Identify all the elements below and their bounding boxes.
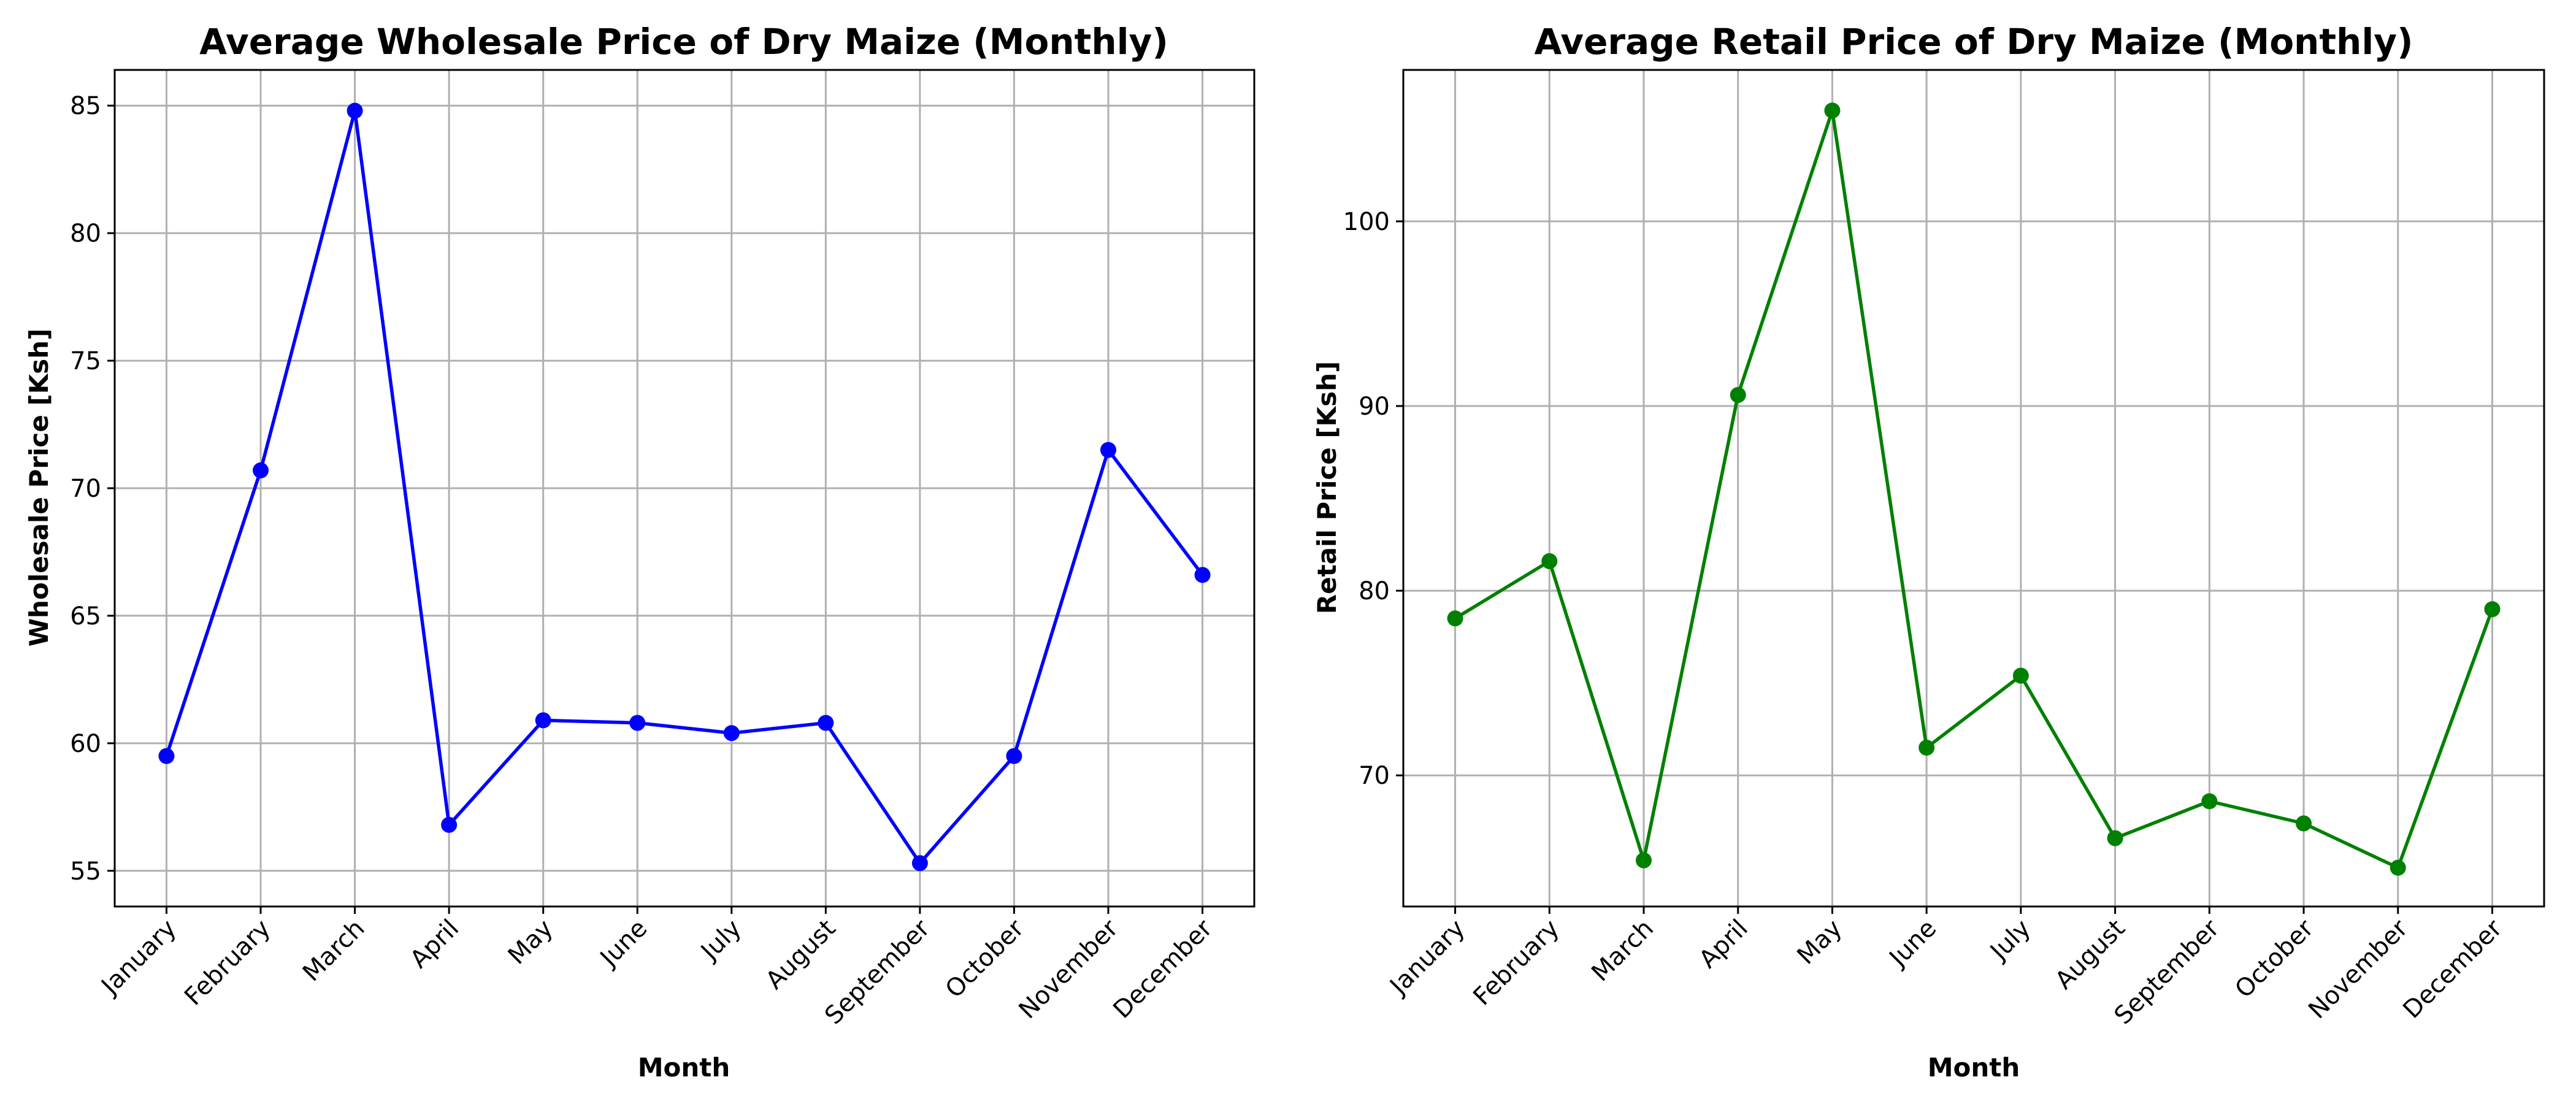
data-point bbox=[347, 102, 363, 119]
plot-frame bbox=[113, 69, 1255, 908]
y-tick-label: 60 bbox=[70, 730, 101, 758]
data-point bbox=[2484, 601, 2501, 618]
y-tick-label: 85 bbox=[70, 92, 101, 120]
x-tick-label: June bbox=[1883, 914, 1942, 973]
y-tick-label: 55 bbox=[70, 857, 101, 886]
y-axis-label: Retail Price [Ksh] bbox=[1312, 361, 1342, 614]
data-point bbox=[1541, 553, 1558, 569]
chart-title: Average Wholesale Price of Dry Maize (Mo… bbox=[199, 21, 1168, 63]
data-point bbox=[1730, 386, 1746, 403]
data-point bbox=[253, 462, 269, 478]
x-tick-label: January bbox=[1384, 914, 1471, 1002]
y-tick-label: 65 bbox=[70, 602, 101, 631]
x-tick-label: November bbox=[1013, 914, 1124, 1024]
y-tick-label: 80 bbox=[1359, 577, 1390, 605]
x-tick-label: April bbox=[405, 914, 464, 974]
y-tick-label: 70 bbox=[70, 475, 101, 503]
data-point bbox=[629, 715, 646, 731]
data-point bbox=[1919, 740, 1935, 756]
x-tick-label: July bbox=[694, 914, 747, 967]
data-point bbox=[2012, 667, 2029, 684]
x-tick-label: December bbox=[1108, 914, 1218, 1024]
y-tick-label: 75 bbox=[70, 347, 101, 375]
x-tick-label: August bbox=[2050, 914, 2131, 995]
y-tick-label: 100 bbox=[1343, 208, 1390, 236]
x-tick-label: December bbox=[2398, 914, 2508, 1024]
data-point bbox=[2107, 830, 2123, 846]
data-point bbox=[535, 712, 551, 729]
data-point bbox=[1194, 567, 1211, 583]
data-point bbox=[2296, 815, 2312, 832]
plot-frame bbox=[1402, 69, 2545, 908]
x-tick-label: March bbox=[1586, 914, 1659, 987]
y-tick-label: 70 bbox=[1359, 762, 1390, 790]
data-point bbox=[723, 725, 740, 742]
data-point bbox=[2201, 793, 2218, 810]
wholesale-price-chart: Average Wholesale Price of Dry Maize (Mo… bbox=[24, 21, 1255, 1083]
x-tick-label: February bbox=[1468, 914, 1565, 1011]
x-tick-label: April bbox=[1694, 914, 1754, 974]
data-point bbox=[1006, 748, 1022, 764]
y-tick-label: 90 bbox=[1359, 393, 1390, 421]
x-axis-label: Month bbox=[638, 1052, 730, 1083]
series-line bbox=[164, 109, 1204, 865]
x-tick-label: October bbox=[940, 914, 1030, 1003]
y-axis-label: Wholesale Price [Ksh] bbox=[24, 329, 54, 647]
chart-title: Average Retail Price of Dry Maize (Month… bbox=[1534, 21, 2413, 63]
data-point bbox=[2390, 859, 2406, 876]
data-point bbox=[158, 748, 175, 764]
x-tick-label: June bbox=[594, 914, 653, 973]
x-tick-label: March bbox=[297, 914, 370, 987]
x-tick-label: May bbox=[503, 914, 559, 970]
data-point bbox=[1635, 852, 1652, 868]
x-tick-label: January bbox=[95, 914, 182, 1002]
data-point bbox=[1824, 102, 1841, 119]
data-point bbox=[818, 715, 834, 731]
retail-price-chart: Average Retail Price of Dry Maize (Month… bbox=[1312, 21, 2545, 1083]
y-tick-label: 80 bbox=[70, 220, 101, 248]
data-point bbox=[441, 816, 458, 833]
data-point bbox=[1100, 442, 1116, 458]
data-point bbox=[1447, 610, 1463, 627]
x-tick-label: August bbox=[761, 914, 841, 995]
x-tick-label: February bbox=[179, 914, 276, 1011]
x-tick-label: May bbox=[1792, 914, 1847, 970]
series-line bbox=[1454, 109, 2494, 870]
x-tick-label: July bbox=[1984, 914, 2036, 967]
data-point bbox=[911, 855, 928, 872]
x-axis-label: Month bbox=[1928, 1052, 2020, 1083]
x-tick-label: October bbox=[2229, 914, 2319, 1003]
x-tick-label: November bbox=[2303, 914, 2413, 1024]
